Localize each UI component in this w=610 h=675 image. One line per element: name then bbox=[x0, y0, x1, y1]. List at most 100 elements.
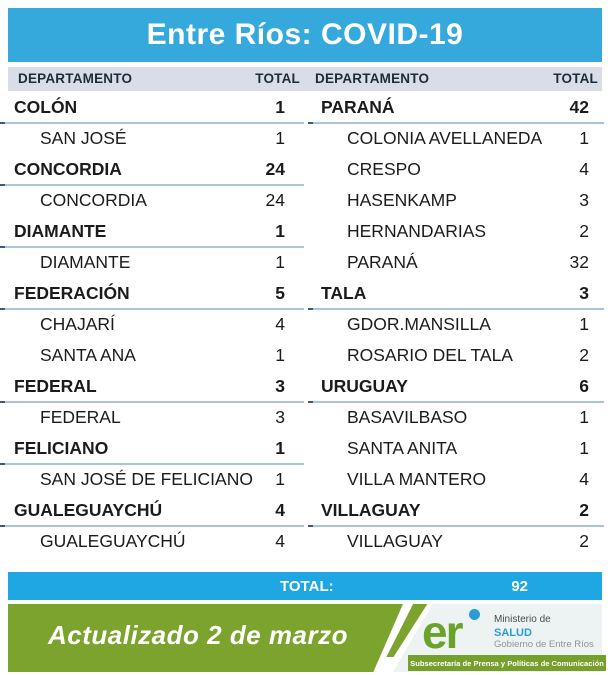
title-band: Entre Ríos: COVID-19 bbox=[8, 8, 602, 62]
table-row-department: DIAMANTE 1 bbox=[0, 216, 304, 248]
row-value: 1 bbox=[275, 128, 285, 148]
row-value: 1 bbox=[275, 221, 285, 241]
row-value: 3 bbox=[275, 376, 285, 396]
table-row-locality: SAN JOSÉ DE FELICIANO 1 bbox=[8, 464, 302, 495]
table-row-locality: DIAMANTE 1 bbox=[8, 247, 302, 278]
row-label: FELICIANO bbox=[14, 438, 109, 458]
department-underline bbox=[0, 525, 304, 527]
row-value: 24 bbox=[265, 190, 285, 210]
department-underline bbox=[0, 122, 304, 124]
table-row-locality: SANTA ANITA 1 bbox=[315, 433, 602, 464]
table-row-locality: FEDERAL 3 bbox=[8, 402, 302, 433]
row-label: ROSARIO DEL TALA bbox=[347, 345, 513, 365]
row-value: 24 bbox=[265, 159, 285, 179]
er-logo-dot-icon bbox=[469, 609, 480, 620]
row-label: GDOR.MANSILLA bbox=[347, 314, 491, 334]
department-underline bbox=[0, 463, 304, 465]
departments-table-right: PARANÁ 42 COLONIA AVELLANEDA 1 CRESPO 4 HASENK… bbox=[308, 92, 604, 557]
row-value: 3 bbox=[579, 283, 589, 303]
footer-green-band bbox=[8, 604, 404, 672]
department-underline bbox=[308, 308, 604, 310]
row-value: 2 bbox=[579, 345, 589, 365]
table-row-locality: CHAJARÍ 4 bbox=[8, 309, 302, 340]
row-value: 1 bbox=[579, 438, 589, 458]
row-label: FEDERAL bbox=[40, 407, 121, 427]
department-underline bbox=[308, 525, 604, 527]
ministry-line-3: Gobierno de Entre Ríos bbox=[494, 639, 594, 650]
table-row-department: GUALEGUAYCHÚ 4 bbox=[0, 495, 304, 527]
table-row-department: FEDERAL 3 bbox=[0, 371, 304, 403]
row-label: SAN JOSÉ DE FELICIANO bbox=[40, 469, 253, 489]
row-label: CHAJARÍ bbox=[40, 314, 115, 334]
grand-total-bar: TOTAL: 92 bbox=[8, 572, 602, 600]
entre-rios-logo: er bbox=[422, 606, 488, 658]
row-value: 1 bbox=[275, 438, 285, 458]
row-label: COLONIA AVELLANEDA bbox=[347, 128, 543, 148]
footer-band: Actualizado 2 de marzo er Ministerio de … bbox=[8, 604, 606, 672]
department-underline bbox=[308, 122, 604, 124]
row-label: CRESPO bbox=[347, 159, 421, 179]
row-label: GUALEGUAYCHÚ bbox=[40, 531, 186, 551]
row-value: 1 bbox=[275, 345, 285, 365]
row-value: 4 bbox=[579, 469, 589, 489]
row-value: 1 bbox=[275, 97, 285, 117]
row-value: 3 bbox=[579, 190, 589, 210]
departments-table-left: COLÓN 1 SAN JOSÉ 1 CONCORDIA 24 CONCORDIA 24 DIA… bbox=[0, 92, 304, 557]
table-row-department: URUGUAY 6 bbox=[308, 371, 604, 403]
column-header-department-right: DEPARTAMENTO bbox=[315, 71, 430, 86]
row-label: HASENKAMP bbox=[347, 190, 457, 210]
table-row-locality: VILLA MANTERO 4 bbox=[315, 464, 602, 495]
department-underline bbox=[308, 401, 604, 403]
table-row-locality: BASAVILBASO 1 bbox=[315, 402, 602, 433]
row-value: 4 bbox=[275, 314, 285, 334]
row-value: 42 bbox=[569, 97, 589, 117]
page-title: Entre Ríos: COVID-19 bbox=[146, 18, 464, 51]
table-row-department: PARANÁ 42 bbox=[308, 92, 604, 124]
ministry-line-2: SALUD bbox=[494, 626, 532, 639]
row-value: 4 bbox=[579, 159, 589, 179]
row-value: 1 bbox=[579, 128, 589, 148]
row-value: 32 bbox=[569, 252, 589, 272]
row-value: 5 bbox=[275, 283, 285, 303]
row-label: DIAMANTE bbox=[40, 252, 131, 272]
column-header-row: DEPARTAMENTO TOTAL DEPARTAMENTO TOTAL bbox=[8, 67, 602, 91]
grand-total-value: 92 bbox=[511, 578, 528, 595]
row-value: 2 bbox=[579, 531, 589, 551]
grand-total-label: TOTAL: bbox=[280, 578, 334, 595]
row-value: 4 bbox=[275, 531, 285, 551]
er-logo-text: er bbox=[422, 606, 464, 658]
ministry-text-block: Ministerio de SALUD Gobierno de Entre Rí… bbox=[494, 614, 594, 652]
row-value: 1 bbox=[579, 407, 589, 427]
table-row-department: VILLAGUAY 2 bbox=[308, 495, 604, 527]
table-row-locality: SAN JOSÉ 1 bbox=[8, 123, 302, 154]
table-row-department: FEDERACIÓN 5 bbox=[0, 278, 304, 310]
row-label: GUALEGUAYCHÚ bbox=[14, 500, 163, 520]
table-row-locality: VILLAGUAY 2 bbox=[315, 526, 602, 557]
row-label: VILLAGUAY bbox=[321, 500, 421, 520]
table-row-locality: GUALEGUAYCHÚ 4 bbox=[8, 526, 302, 557]
table-row-locality: COLONIA AVELLANEDA 1 bbox=[315, 123, 602, 154]
table-row-locality: HERNANDARIAS 2 bbox=[315, 216, 602, 247]
table-row-locality: CRESPO 4 bbox=[315, 154, 602, 185]
row-label: HERNANDARIAS bbox=[347, 221, 487, 241]
row-label: VILLAGUAY bbox=[347, 531, 443, 551]
table-row-locality: HASENKAMP 3 bbox=[315, 185, 602, 216]
row-label: FEDERACIÓN bbox=[14, 283, 130, 303]
table-row-department: FELICIANO 1 bbox=[0, 433, 304, 465]
department-underline bbox=[0, 184, 304, 186]
row-value: 1 bbox=[275, 469, 285, 489]
row-label: SANTA ANITA bbox=[347, 438, 458, 458]
row-label: VILLA MANTERO bbox=[347, 469, 487, 489]
row-label: CONCORDIA bbox=[14, 159, 122, 179]
updated-date-text: Actualizado 2 de marzo bbox=[48, 620, 348, 650]
row-value: 6 bbox=[579, 376, 589, 396]
press-subsecretariat-bar: Subsecretaría de Prensa y Políticas de C… bbox=[408, 655, 606, 671]
table-row-locality: PARANÁ 32 bbox=[315, 247, 602, 278]
table-row-locality: GDOR.MANSILLA 1 bbox=[315, 309, 602, 340]
row-label: URUGUAY bbox=[321, 376, 408, 396]
department-underline bbox=[0, 246, 304, 248]
row-label: TALA bbox=[321, 283, 367, 303]
row-value: 2 bbox=[579, 500, 589, 520]
table-row-department: COLÓN 1 bbox=[0, 92, 304, 124]
